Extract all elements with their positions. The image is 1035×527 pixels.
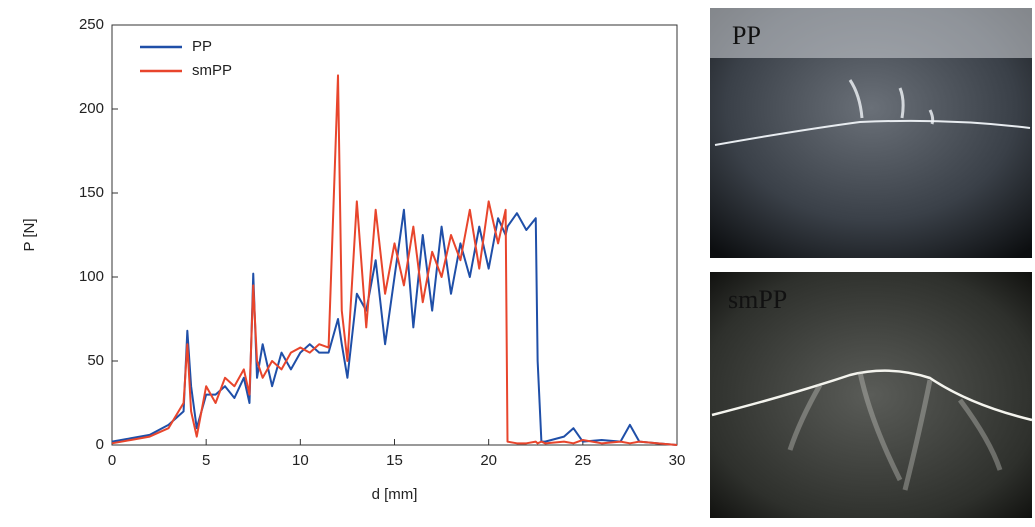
legend-label: PP — [192, 38, 212, 55]
y-axis-label: P [N] — [21, 218, 38, 251]
crack-marks — [848, 79, 935, 125]
photo-label: smPP — [728, 285, 787, 314]
crack — [711, 369, 1033, 422]
y-tick-label: 0 — [96, 436, 104, 453]
y-tick-label: 100 — [79, 268, 104, 285]
photo-pp: PP — [710, 8, 1032, 258]
photo — [710, 272, 1032, 518]
x-tick-label: 30 — [669, 452, 686, 469]
photo-glare — [710, 8, 1032, 58]
x-axis-label: d [mm] — [372, 486, 418, 503]
x-tick-label: 25 — [574, 452, 591, 469]
y-tick-label: 50 — [87, 352, 104, 369]
series-line — [111, 74, 678, 446]
x-tick-label: 5 — [202, 452, 210, 469]
x-tick-label: 20 — [480, 452, 497, 469]
x-tick-label: 10 — [292, 452, 309, 469]
y-tick-label: 250 — [79, 16, 104, 33]
y-tick-label: 150 — [79, 184, 104, 201]
photo-smpp: smPP — [710, 272, 1033, 518]
x-tick-label: 15 — [386, 452, 403, 469]
y-tick-label: 200 — [79, 100, 104, 117]
crack — [714, 119, 1031, 146]
photo-label: PP — [732, 21, 761, 50]
x-tick-label: 0 — [108, 452, 116, 469]
plot-frame — [111, 24, 678, 446]
craze-marks — [787, 371, 1003, 491]
legend-label: smPP — [192, 62, 232, 79]
